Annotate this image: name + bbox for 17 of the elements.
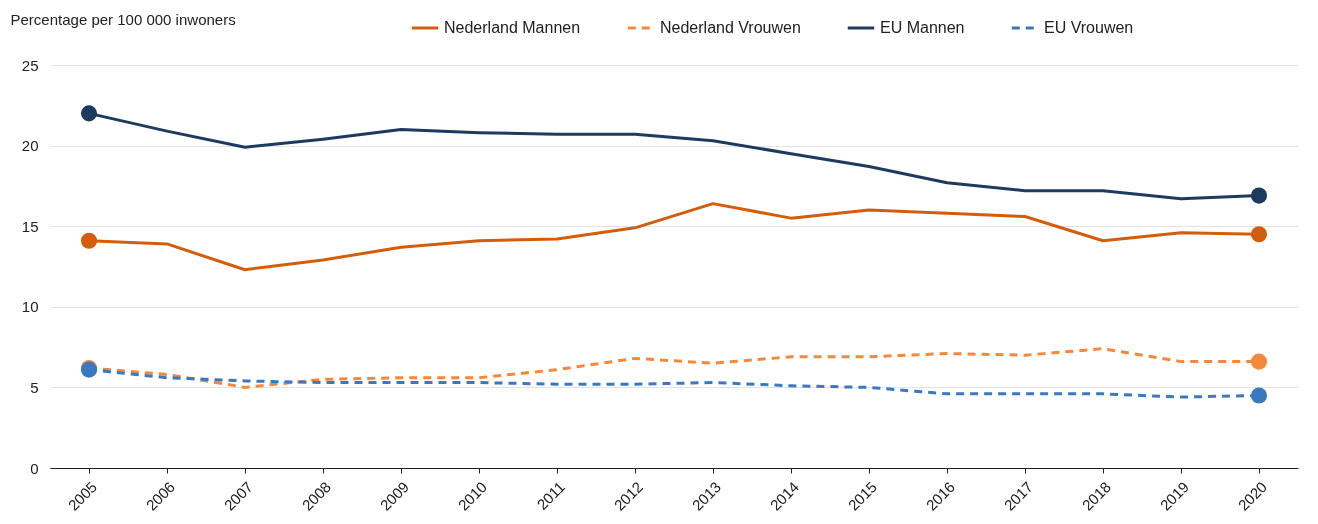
point (1250, 353, 1268, 370)
legend-label: EU Vrouwen (1044, 19, 1134, 36)
y-tick-label: 5 (30, 378, 39, 396)
y-tick-label: 0 (30, 459, 39, 477)
point (1250, 387, 1268, 404)
y-tick-label: 20 (21, 137, 39, 155)
legend-label: Nederland Mannen (444, 19, 581, 36)
y-tick-label: 15 (21, 217, 39, 235)
legend-label: Nederland Vrouwen (660, 19, 801, 36)
y-axis-title: Percentage per 100 000 inwoners (10, 10, 236, 28)
point (80, 105, 98, 122)
point (80, 232, 98, 249)
legend-label: EU Mannen (880, 19, 965, 36)
point (1250, 187, 1268, 204)
point (1250, 226, 1268, 243)
y-tick-label: 25 (21, 56, 39, 74)
y-tick-label: 10 (21, 298, 39, 316)
